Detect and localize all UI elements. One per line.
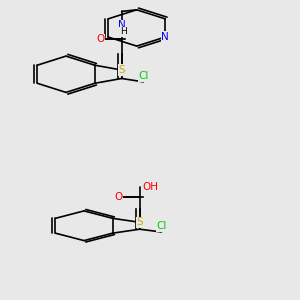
Text: S: S bbox=[136, 217, 143, 227]
Text: O: O bbox=[115, 192, 123, 202]
Text: Cl: Cl bbox=[156, 221, 166, 231]
Text: O: O bbox=[97, 34, 105, 44]
Text: OH: OH bbox=[142, 182, 158, 191]
Text: Cl: Cl bbox=[138, 71, 148, 81]
Text: S: S bbox=[118, 65, 125, 75]
Text: N: N bbox=[118, 20, 126, 31]
Text: N: N bbox=[161, 32, 169, 42]
Text: H: H bbox=[120, 27, 127, 36]
